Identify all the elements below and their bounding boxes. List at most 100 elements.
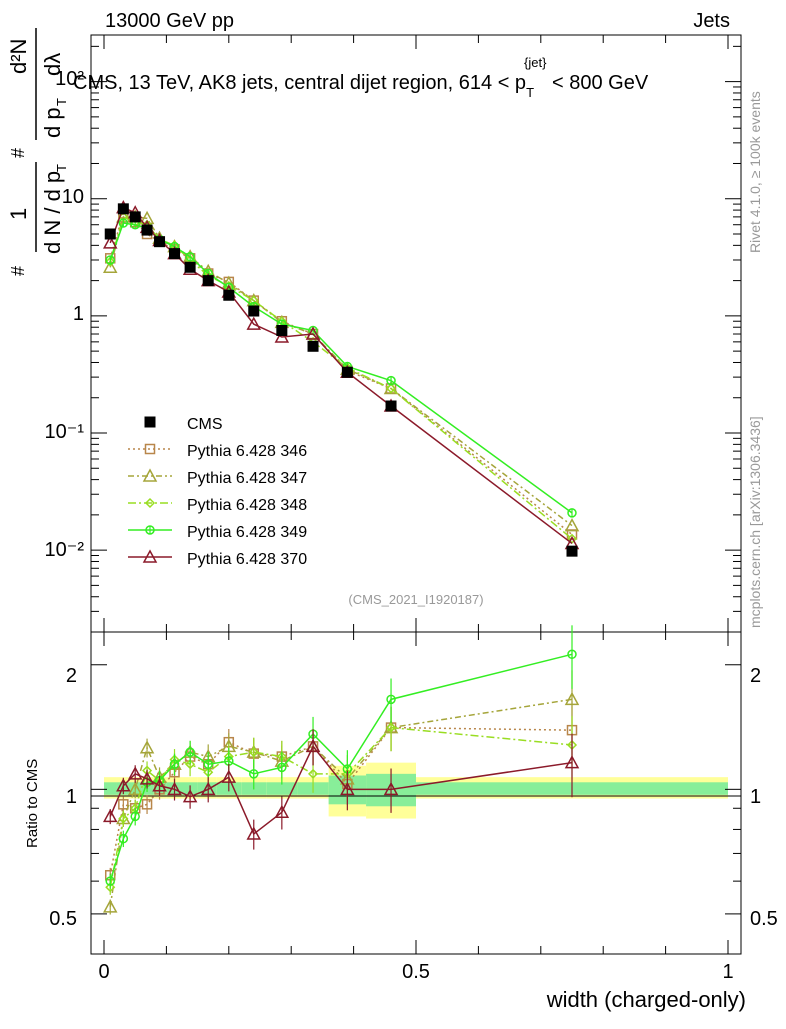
ratio-ytick-label-right-0.5: 0.5 (750, 908, 778, 930)
main-point-cms (223, 289, 235, 301)
ratio-point-pythia-6-428-348 (118, 813, 129, 824)
ratio-point-pythia-6-428-346 (118, 799, 129, 810)
x-axis-label: width (charged-only) (546, 987, 746, 1012)
ratio-point-pythia-6-428-370 (383, 781, 399, 796)
ratio-point-pythia-6-428-370 (139, 771, 155, 785)
ylabel-hash-2: # (8, 148, 28, 158)
ylabel-dpt: d p (40, 107, 65, 138)
ratio-point-pythia-6-428-370 (182, 789, 198, 803)
ratio-ytick-label-right-2: 2 (750, 665, 761, 687)
ylabel-dn-dpt: d N / d p (40, 171, 65, 254)
ratio-point-pythia-6-428-370 (246, 826, 262, 840)
ratio-point-pythia-6-428-348 (307, 768, 319, 779)
ratio-point-pythia-6-428-347 (127, 781, 143, 796)
legend-label-348: Pythia 6.428 348 (187, 497, 307, 514)
ratio-point-pythia-6-428-370 (305, 738, 321, 753)
ratio-point-pythia-6-428-370 (274, 804, 290, 819)
process-label: Jets (693, 10, 730, 32)
main-line-pythia-6-428-347 (109, 216, 573, 527)
main-line-pythia-6-428-349 (109, 222, 573, 514)
ratio-point-pythia-6-428-370 (340, 781, 355, 796)
ratio-point-pythia-6-428-347 (139, 740, 155, 754)
ratio-point-pythia-6-428-370 (167, 781, 182, 796)
main-point-cms (117, 203, 129, 215)
main-point-pythia-6-428-347 (139, 210, 155, 225)
main-point-pythia-6-428-370 (246, 316, 262, 330)
data-series (102, 200, 580, 915)
main-point-pythia-6-428-348 (385, 383, 397, 394)
ratio-point-pythia-6-428-348 (385, 722, 397, 733)
xtick-label-1: 1 (722, 961, 733, 983)
ylabel-dn-dpt-sub: T (54, 164, 69, 172)
plot-title-sub: T (526, 85, 534, 100)
ylabel-d2n: d²N (6, 39, 31, 74)
main-point-cms (184, 261, 196, 273)
main-point-cms (141, 224, 153, 236)
legend-label-349: Pythia 6.428 349 (187, 524, 307, 541)
ratio-band-green (104, 782, 117, 795)
ratio-point-pythia-6-428-348 (248, 747, 259, 758)
main-point-pythia-6-428-370 (274, 329, 290, 343)
ratio-point-pythia-6-428-347 (564, 691, 580, 706)
ylabel-one: 1 (6, 208, 31, 220)
main-panel-frame (90, 34, 742, 633)
ratio-point-pythia-6-428-370 (564, 755, 580, 769)
ylabel-dlambda: dλ (40, 53, 65, 76)
legend-label-370: Pythia 6.428 370 (187, 551, 307, 568)
main-point-cms (385, 400, 397, 412)
ratio-ytick-label-0.5: 0.5 (49, 908, 77, 930)
main-y-axis-label: # 1 d N / d p T # d²N d p T dλ (6, 28, 69, 276)
main-point-pythia-6-428-347 (102, 259, 118, 274)
main-point-cms (276, 325, 288, 337)
ratio-point-pythia-6-428-348 (105, 882, 116, 893)
ylabel-dpt-sub: T (54, 98, 69, 106)
legend-marker-pythia-6-428-370 (142, 549, 158, 563)
legend-marker-pythia-6-428-346 (144, 443, 156, 455)
legend-marker-pythia-6-428-348 (144, 497, 156, 509)
main-point-cms (307, 340, 319, 352)
main-point-pythia-6-428-370 (102, 235, 118, 249)
main-point-pythia-6-428-347 (564, 518, 580, 532)
main-ytick-label-1: 1 (73, 303, 84, 325)
ratio-ytick-label-1: 1 (66, 786, 77, 808)
ratio-ytick-label-right-1: 1 (750, 786, 761, 808)
legend-label-347: Pythia 6.428 347 (187, 470, 307, 487)
ratio-point-pythia-6-428-346 (141, 799, 153, 810)
main-point-cms (341, 366, 353, 378)
ratio-point-pythia-6-428-370 (221, 769, 237, 783)
ratio-point-pythia-6-428-370 (152, 778, 167, 792)
legend: CMS Pythia 6.428 346 Pythia 6.428 347 Py… (128, 416, 307, 568)
mcplots-label: mcplots.cern.ch [arXiv:1306.3436] (747, 416, 763, 628)
ratio-point-pythia-6-428-370 (127, 766, 143, 780)
main-point-cms (154, 236, 166, 248)
legend-marker-cms (144, 416, 156, 428)
collision-label: 13000 GeV pp (105, 10, 234, 32)
main-point-cms (202, 275, 214, 287)
main-point-pythia-6-428-348 (105, 256, 116, 267)
analysis-id-label: (CMS_2021_I1920187) (348, 592, 483, 607)
main-point-cms (566, 545, 578, 557)
legend-marker-pythia-6-428-347 (142, 468, 158, 482)
ratio-uncertainty-bands (104, 762, 728, 819)
ratio-point-pythia-6-428-370 (116, 778, 131, 792)
plot-title: CMS, 13 TeV, AK8 jets, central dijet reg… (73, 55, 649, 100)
ratio-y-axis-label: Ratio to CMS (24, 759, 41, 848)
legend-label-346: Pythia 6.428 346 (187, 443, 307, 460)
rivet-version-label: Rivet 4.1.0, ≥ 100k events (747, 91, 763, 253)
ratio-band-green (266, 782, 298, 795)
ratio-ytick-label-2: 2 (66, 665, 77, 687)
ratio-point-pythia-6-428-348 (185, 759, 196, 770)
plot-title-tail: < 800 GeV (546, 72, 648, 94)
xtick-label-0: 0 (98, 961, 109, 983)
main-ytick-label-100: 10² (55, 68, 84, 90)
ylabel-hash-1: # (8, 266, 28, 276)
main-point-cms (104, 228, 116, 240)
plot-title-sup: {jet} (524, 55, 547, 70)
plot-title-main: CMS, 13 TeV, AK8 jets, central dijet reg… (73, 72, 526, 94)
xtick-label-0.5: 0.5 (402, 961, 430, 983)
ratio-point-pythia-6-428-370 (200, 781, 216, 796)
main-ytick-label-0.1: 10⁻¹ (45, 421, 85, 443)
main-point-pythia-6-428-370 (305, 326, 321, 340)
main-ytick-label-0.01: 10⁻² (45, 539, 85, 561)
